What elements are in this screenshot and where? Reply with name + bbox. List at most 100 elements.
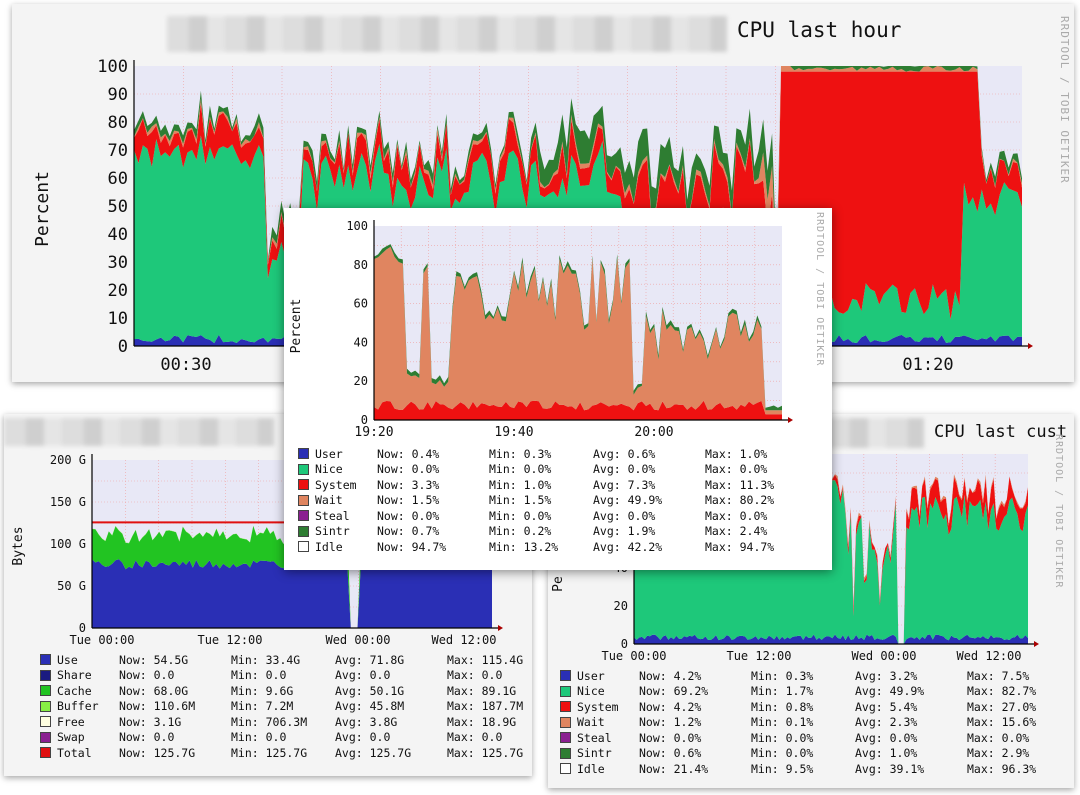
legend-min: Min: 1.7% [751,684,814,699]
legend-now: Now: 0.0% [639,730,702,745]
cpu-hour-side-label: RRDTOOL / TOBI OETIKER [1058,16,1071,184]
legend-avg: Avg: 0.0% [593,462,656,477]
legend-swatch [560,763,571,775]
legend-swatch [298,525,309,537]
legend-name: Free [57,714,85,729]
legend-name: Cache [57,683,92,698]
cpu-zoom-chart: 0 20 40 60 80 100 19:20 19:40 20:00 Percent [289,219,793,440]
legend-min: Min: 0.8% [751,699,814,714]
y-tick-label: 100 [346,219,368,233]
legend-name: Wait [577,715,605,730]
legend-now: Now: 54.5G [119,652,189,667]
legend-avg: Avg: 3.8G [335,714,398,729]
legend-row-wait: Wait Now: 1.2% Min: 0.1% Avg: 2.3% Max: 15.6… [560,715,1036,731]
legend-avg: Avg: 0.0% [855,730,918,745]
cpu-custom-title: CPU last cust [934,422,1068,442]
y-tick-label: 30 [108,253,128,273]
y-axis-label: Bytes [11,526,26,565]
legend-now: Now: 1.5% [377,493,440,508]
legend-max: Max: 115.4G [447,652,524,667]
legend-now: Now: 4.2% [639,668,702,683]
y-tick-label: 60 [108,169,128,189]
legend-avg: Avg: 42.2% [593,539,663,554]
cpu-hour-title: CPU last hour [737,18,902,42]
legend-row-nice: Nice Now: 69.2% Min: 1.7% Avg: 49.9% Max: 82… [560,684,1036,700]
legend-max: Max: 2.9% [967,746,1030,761]
system-area [374,400,782,420]
legend-now: Now: 0.4% [377,446,440,461]
x-axis-arrow [1034,641,1039,647]
x-tick-label: Wed 00:00 [325,633,390,647]
legend-name: User [577,668,605,683]
redacted-title [167,16,727,52]
legend-name: User [315,446,343,461]
legend-avg: Avg: 1.9% [593,524,656,539]
legend-row-wait: Wait Now: 1.5% Min: 1.5% Avg: 49.9% Max: 80.… [298,493,774,509]
legend-max: Max: 15.6% [967,715,1037,730]
legend-max: Max: 94.7% [705,539,775,554]
legend-avg: Avg: 3.2% [855,668,918,683]
legend-name: Steal [577,730,612,745]
legend-min: Min: 706.3M [231,714,308,729]
legend-swatch [40,685,51,697]
legend-swatch [40,747,51,759]
legend-avg: Avg: 45.8M [335,699,405,714]
legend-swatch [560,701,571,713]
legend-now: Now: 21.4% [639,761,709,776]
legend-swatch [298,479,309,491]
legend-row-share: Share Now: 0.0 Min: 0.0 Avg: 0.0 Max: 0.0 [40,668,523,684]
legend-row-system: System Now: 3.3% Min: 1.0% Avg: 7.3% Max: 11… [298,477,774,493]
legend-name: Sintr [315,524,350,539]
legend-avg: Avg: 49.9% [855,684,925,699]
y-axis-label: Percent [32,171,53,247]
legend-swatch [560,732,571,744]
cpu-custom-side-label: RRDTOOL / TOBI OETIKER [1053,434,1064,589]
legend-avg: Avg: 0.6% [593,446,656,461]
legend-name: Wait [315,493,343,508]
cpu-custom-legend: User Now: 4.2% Min: 0.3% Avg: 3.2% Max: 7.5%… [560,668,1036,777]
x-axis-arrow [1028,343,1033,349]
legend-name: System [315,477,357,492]
y-tick-label: 50 G [57,579,86,593]
legend-now: Now: 125.7G [119,745,196,760]
legend-avg: Avg: 1.0% [855,746,918,761]
x-tick-label: Tue 00:00 [601,649,666,663]
legend-now: Now: 3.3% [377,477,440,492]
legend-max: Max: 187.7M [447,699,524,714]
legend-now: Now: 0.0% [377,462,440,477]
legend-max: Max: 125.7G [447,745,524,760]
cpu-zoom-side-label: RRDTOOL / TOBI OETIKER [814,212,825,367]
legend-min: Min: 9.6G [231,683,294,698]
legend-min: Min: 0.3% [489,446,552,461]
legend-max: Max: 96.3% [967,761,1037,776]
legend-min: Min: 0.0% [751,730,814,745]
x-tick-label: 19:20 [354,425,393,440]
y-tick-label: 80 [354,258,368,272]
y-tick-label: 0 [621,637,628,651]
user-area [634,634,1028,644]
x-tick-label: Tue 00:00 [69,633,134,647]
y-tick-label: 0 [118,337,128,357]
legend-row-user: User Now: 4.2% Min: 0.3% Avg: 3.2% Max: 7.5% [560,668,1036,684]
legend-min: Min: 0.0% [751,746,814,761]
y-tick-label: 100 G [50,537,86,551]
y-axis-label: Percent [289,299,304,354]
legend-min: Min: 0.0% [489,508,552,523]
legend-max: Max: 18.9G [447,714,517,729]
legend-max: Max: 0.0% [967,730,1030,745]
legend-now: Now: 3.1G [119,714,182,729]
legend-swatch [40,731,51,743]
legend-avg: Avg: 2.3% [855,715,918,730]
legend-min: Min: 125.7G [231,745,308,760]
legend-row-sintr: Sintr Now: 0.6% Min: 0.0% Avg: 1.0% Max: 2.9… [560,746,1036,762]
legend-min: Min: 1.5% [489,493,552,508]
legend-row-system: System Now: 4.2% Min: 0.8% Avg: 5.4% Max: 27… [560,699,1036,715]
legend-row-user: User Now: 0.4% Min: 0.3% Avg: 0.6% Max: 1.0% [298,446,774,462]
y-tick-label: 100 [97,57,128,77]
legend-swatch [298,541,309,553]
legend-max: Max: 27.0% [967,699,1037,714]
x-tick-label: Wed 00:00 [851,649,916,663]
legend-name: Steal [315,508,350,523]
y-tick-label: 90 [108,85,128,105]
x-tick-label: 20:00 [634,425,673,440]
